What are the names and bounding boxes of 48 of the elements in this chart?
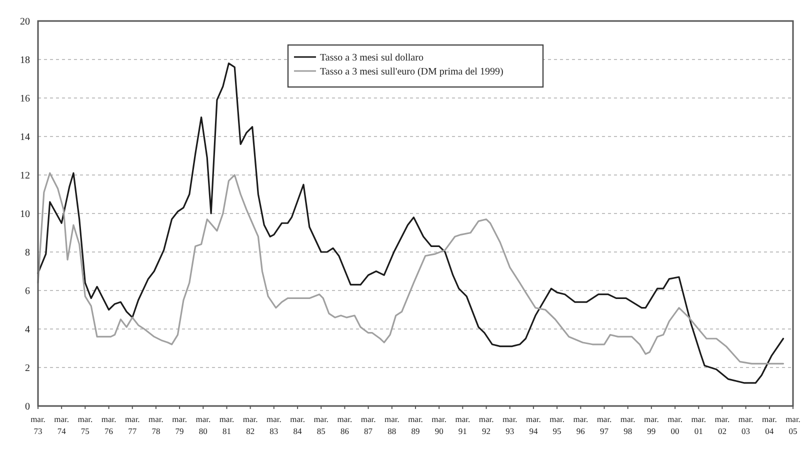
y-tick-label: 0 — [25, 402, 30, 412]
x-tick-label: mar. 85 — [314, 414, 329, 436]
x-tick-label: mar. 87 — [360, 414, 376, 436]
x-tick-label: mar. 03 — [738, 414, 754, 436]
x-tick-label: mar. 95 — [550, 414, 564, 436]
y-tick-label: 20 — [20, 16, 30, 28]
y-tick-label: 6 — [25, 286, 30, 297]
x-tick-label: mar. 01 — [691, 414, 706, 436]
legend-label: Tasso a 3 mesi sul dollaro — [320, 52, 424, 64]
y-tick-label: 12 — [20, 170, 30, 182]
y-tick-label: 18 — [20, 55, 30, 66]
legend-label: Tasso a 3 mesi sull'euro (DM prima del 1999) — [320, 66, 504, 78]
line-series — [37, 62, 784, 384]
x-tick-label: mar. 76 — [101, 414, 116, 436]
y-tick-label: 2 — [25, 363, 30, 374]
x-tick-label: mar. 99 — [644, 414, 659, 436]
x-tick-label: mar. 79 — [172, 414, 187, 436]
y-tick-label: 14 — [20, 132, 30, 143]
x-tick-label: mar. 78 — [148, 414, 164, 436]
x-tick-label: mar. 75 — [78, 414, 93, 436]
x-tick-label: mar. 04 — [762, 414, 777, 436]
x-tick-label: mar. 02 — [714, 414, 730, 436]
x-tick-label: mar. 93 — [502, 414, 518, 436]
x-tick-label: mar. 89 — [408, 414, 423, 436]
line-series — [37, 172, 784, 364]
x-tick-label: mar. 94 — [526, 414, 541, 436]
x-tick-label: mar. 90 — [432, 414, 447, 436]
x-tick-label: mar. 05 — [786, 414, 800, 436]
x-tick-label: mar. 82 — [242, 414, 258, 436]
x-tick-label: mar. 00 — [668, 414, 682, 436]
x-tick-label: mar. 73 — [30, 414, 46, 436]
x-tick-label: mar. 83 — [266, 414, 282, 436]
x-tick-label: mar. 98 — [620, 414, 636, 436]
y-tick-label: 10 — [20, 209, 30, 220]
x-tick-label: mar. 77 — [124, 414, 140, 436]
x-tick-label: mar. 84 — [290, 414, 305, 436]
x-tick-label: mar. 74 — [54, 414, 70, 436]
x-tick-label: mar. 81 — [219, 414, 234, 436]
x-tick-label: mar. 86 — [337, 414, 352, 436]
x-tick-label: mar. 92 — [478, 414, 494, 436]
y-tick-label: 8 — [25, 248, 30, 258]
x-tick-label: mar. 88 — [384, 414, 400, 436]
x-tick-label: mar. 80 — [196, 414, 211, 436]
x-tick-label: mar. 96 — [573, 414, 588, 436]
y-tick-label: 4 — [25, 324, 30, 336]
x-tick-label: mar. 91 — [455, 414, 470, 436]
x-tick-label: mar. 97 — [596, 414, 612, 436]
y-tick-label: 16 — [20, 94, 30, 104]
